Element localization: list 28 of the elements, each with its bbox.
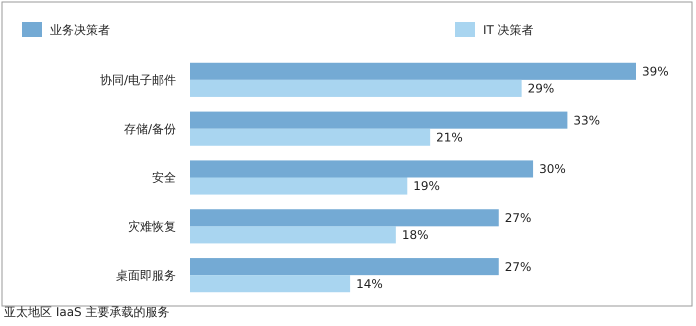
data-label: 33%	[573, 113, 600, 128]
bar	[190, 275, 350, 292]
y-tick-label: 灾难恢复	[128, 220, 176, 234]
data-label: 27%	[504, 260, 532, 274]
bar	[190, 112, 568, 129]
data-label: 19%	[413, 179, 440, 194]
bar	[190, 160, 534, 178]
bar	[190, 226, 396, 244]
y-tick-label: 存储/备份	[124, 122, 176, 136]
data-label: 14%	[356, 276, 383, 291]
legend-label: 业务决策者	[50, 23, 110, 38]
text: 亚太地区 IaaS 主要承载的服务	[4, 305, 170, 319]
bar	[190, 62, 636, 80]
data-label: 21%	[436, 130, 463, 144]
data-label: 39%	[642, 64, 669, 79]
data-label: 30%	[539, 162, 566, 176]
bar	[190, 209, 499, 226]
bar	[190, 128, 430, 146]
legend-label: IT 决策者	[483, 23, 534, 38]
bar	[190, 258, 499, 276]
data-label: 29%	[528, 82, 554, 96]
bar	[190, 178, 408, 195]
y-tick-label: 安全	[152, 170, 176, 185]
y-tick-label: 协同/电子邮件	[100, 73, 176, 88]
data-label: 18%	[402, 228, 429, 242]
bar	[190, 80, 522, 97]
y-tick-label: 桌面即服务	[116, 268, 176, 282]
data-label: 27%	[504, 210, 532, 225]
